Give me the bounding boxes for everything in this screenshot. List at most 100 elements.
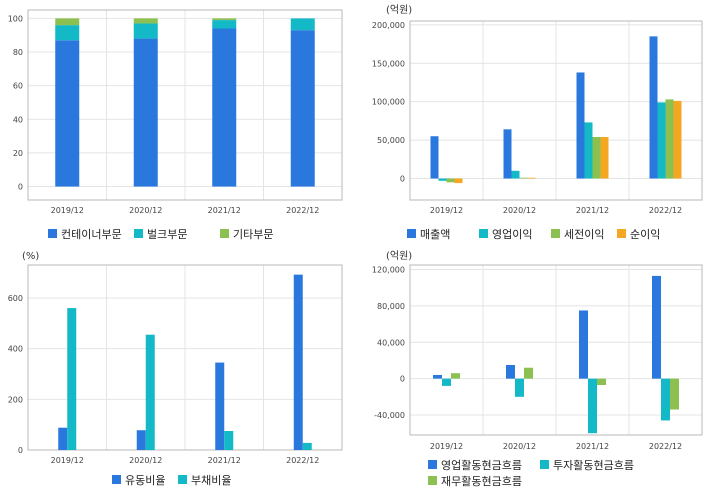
bar	[442, 378, 451, 386]
bar	[584, 122, 593, 179]
legend-swatch	[407, 229, 416, 238]
legend-swatch	[479, 229, 488, 238]
x-tick-label: 2019/12	[430, 442, 463, 451]
y-tick-label: 600	[8, 294, 23, 303]
y-tick-label: 80,000	[377, 302, 405, 311]
bar	[55, 18, 80, 26]
bar	[588, 378, 597, 434]
y-tick-label: 100	[8, 14, 23, 23]
y-tick-label: 100,000	[372, 98, 405, 107]
bar	[58, 427, 68, 450]
profitability-chart: 0 50,000 100,000 150,000 200,000 2019/12 2020/…	[372, 4, 703, 241]
stability-chart: 0 200 400 600 2019/12 2020/12 2021/12 2022/12 (%…	[8, 251, 343, 487]
legend-label: 컨테이너부문	[61, 228, 122, 241]
plot-frame	[27, 264, 343, 451]
legend-label: 순이익	[630, 228, 660, 241]
plot-frame	[409, 20, 703, 201]
bar	[446, 178, 455, 183]
y-tick-label: 120,000	[372, 266, 405, 275]
legend-swatch	[540, 460, 549, 469]
y-tick-label: 80	[13, 48, 23, 57]
bar	[515, 378, 524, 397]
bar	[55, 25, 80, 41]
x-tick-label: 2020/12	[503, 206, 536, 215]
legend-label: 영업활동현금흐름	[441, 458, 522, 472]
y-tick-label: 150,000	[372, 59, 405, 68]
bar	[597, 378, 606, 385]
y-tick-label: 0	[400, 375, 405, 384]
x-tick-label: 2021/12	[576, 206, 609, 215]
legend-label: 기타부문	[233, 228, 273, 241]
bar	[451, 373, 460, 379]
unit-label: (억원)	[386, 4, 412, 16]
bar	[55, 40, 80, 187]
bar	[657, 102, 666, 179]
bar	[212, 20, 237, 29]
y-tick-label: 0	[18, 183, 23, 192]
plot-frame	[27, 9, 343, 201]
legend-swatch	[220, 229, 229, 238]
x-tick-label: 2022/12	[286, 456, 319, 465]
legend-swatch	[428, 460, 437, 469]
legend-swatch	[617, 229, 626, 238]
legend-label: 유동비율	[125, 474, 165, 487]
bar	[519, 177, 528, 179]
unit-label: (%)	[22, 251, 39, 262]
bar	[527, 177, 536, 179]
x-tick-label: 2019/12	[51, 206, 84, 215]
bar	[430, 136, 439, 179]
legend-label: 재무활동현금흐름	[441, 474, 522, 488]
bar	[133, 23, 158, 39]
legend-swatch	[178, 475, 187, 484]
legend-label: 영업이익	[492, 228, 532, 241]
legend-swatch	[134, 229, 143, 238]
bar	[652, 275, 661, 379]
x-tick-label: 2021/12	[576, 442, 609, 451]
x-tick-label: 2019/12	[51, 456, 84, 465]
x-tick-label: 2020/12	[129, 206, 162, 215]
legend-swatch	[428, 476, 437, 485]
y-tick-label: 0	[18, 446, 23, 455]
bar	[600, 137, 609, 179]
x-tick-label: 2022/12	[649, 206, 682, 215]
bar	[673, 100, 682, 179]
bar	[67, 308, 77, 450]
bar	[290, 18, 315, 31]
bar	[145, 334, 155, 450]
bar	[212, 28, 237, 187]
bar	[670, 378, 679, 410]
bar	[579, 310, 588, 379]
y-tick-label: 40,000	[377, 338, 405, 347]
y-tick-label: 0	[400, 174, 405, 183]
x-tick-label: 2021/12	[208, 456, 241, 465]
y-tick-label: 200	[8, 395, 23, 404]
x-tick-label: 2020/12	[503, 442, 536, 451]
y-tick-label: 20	[13, 149, 23, 158]
bar	[215, 362, 225, 450]
legend-swatch	[112, 475, 121, 484]
bar	[524, 367, 533, 379]
bar	[290, 30, 315, 187]
y-tick-label: -40,000	[374, 411, 405, 420]
legend-swatch	[48, 229, 57, 238]
bar	[665, 99, 674, 179]
x-tick-label: 2022/12	[286, 206, 319, 215]
bar	[438, 178, 447, 181]
bar	[661, 378, 670, 421]
bar	[511, 170, 520, 179]
legend-label: 세전이익	[564, 228, 604, 241]
business-segments-chart: 0 20 40 60 80 100 2019/12 2020/12 2021/12 2022/12…	[8, 9, 343, 241]
y-tick-label: 200,000	[372, 21, 405, 30]
legend-label: 매출액	[420, 228, 450, 241]
bar	[433, 375, 442, 379]
plot-frame	[409, 264, 703, 436]
bar	[224, 430, 234, 450]
bar	[133, 38, 158, 187]
bar	[136, 430, 146, 450]
bar	[212, 18, 237, 21]
x-tick-label: 2019/12	[430, 206, 463, 215]
y-tick-label: 40	[13, 115, 23, 124]
unit-label: (억원)	[386, 250, 412, 262]
x-tick-label: 2022/12	[649, 442, 682, 451]
